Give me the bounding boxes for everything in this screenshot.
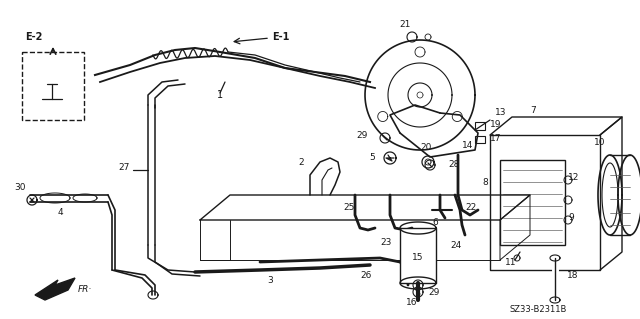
Text: 2: 2 [298, 158, 303, 167]
Polygon shape [35, 278, 75, 300]
Text: 13: 13 [495, 108, 506, 117]
Text: 5: 5 [369, 153, 375, 162]
Text: 11: 11 [505, 258, 516, 267]
Text: 15: 15 [412, 254, 424, 263]
Bar [475, 122, 485, 130]
Text: 3: 3 [267, 276, 273, 285]
Text: 12: 12 [568, 173, 579, 182]
Text: FR·: FR· [78, 285, 92, 294]
Text: 10: 10 [595, 138, 605, 147]
Text: 29: 29 [356, 131, 368, 140]
Text: 14: 14 [462, 141, 474, 150]
Text: 7: 7 [530, 106, 536, 115]
Text: SZ33-B2311B: SZ33-B2311B [510, 305, 568, 314]
Text: 30: 30 [14, 183, 26, 192]
Text: 29: 29 [428, 288, 440, 297]
Text: 22: 22 [465, 203, 476, 212]
Text: 16: 16 [406, 298, 417, 307]
Text: 1: 1 [217, 90, 223, 100]
Text: 23: 23 [380, 238, 392, 247]
Text: 20: 20 [420, 143, 431, 152]
Text: 24: 24 [450, 241, 461, 250]
Text: 9: 9 [568, 213, 573, 222]
Text: 18: 18 [567, 271, 579, 280]
Text: 26: 26 [360, 271, 371, 280]
Text: 27: 27 [118, 163, 130, 172]
Bar [22, 52, 84, 120]
Text: 21: 21 [399, 20, 411, 29]
Bar [500, 160, 565, 245]
Text: 17: 17 [490, 134, 502, 143]
Text: 19: 19 [490, 120, 502, 129]
Bar [475, 136, 485, 143]
Text: 4: 4 [57, 208, 63, 217]
Text: 25: 25 [343, 203, 355, 212]
Text: 6: 6 [432, 218, 438, 227]
Text: 8: 8 [482, 178, 488, 187]
Text: E-2: E-2 [25, 32, 42, 42]
Text: E-1: E-1 [272, 32, 289, 42]
Text: 28: 28 [448, 160, 460, 169]
Bar [400, 228, 436, 283]
